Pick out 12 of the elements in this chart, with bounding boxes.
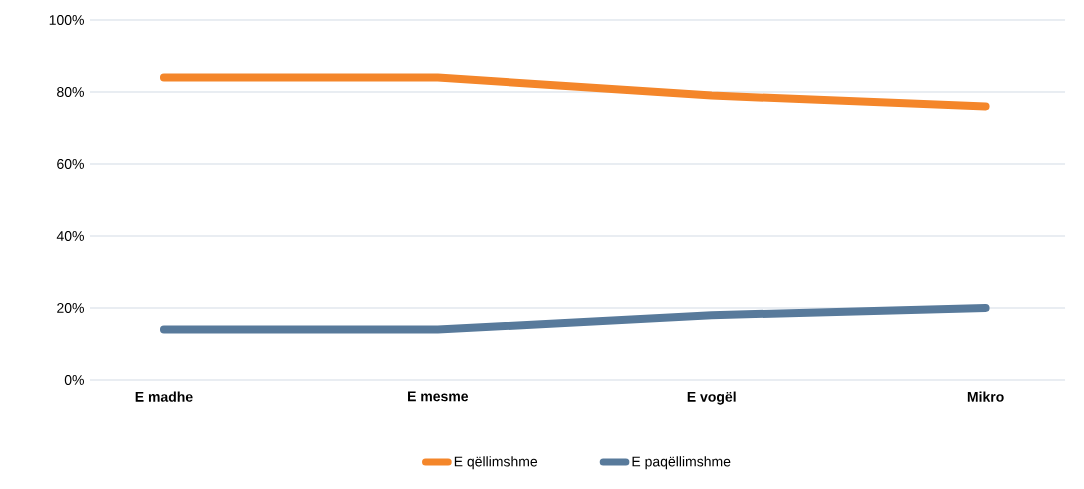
y-tick-label: 100% — [49, 15, 84, 25]
x-tick-label: Mikro — [967, 391, 1004, 402]
y-tick-label: 80% — [57, 87, 84, 97]
x-tick-label: E vogël — [687, 391, 736, 405]
legend-label: E paqëllimshme — [632, 456, 731, 470]
x-tick-label: E madhe — [135, 391, 193, 402]
y-tick-label: 60% — [57, 159, 84, 169]
x-tick-label: E mesme — [408, 391, 469, 402]
legend-label: E qëllimshme — [454, 456, 538, 470]
y-tick-label: 20% — [57, 303, 84, 313]
y-tick-label: 40% — [56, 231, 84, 241]
y-tick-label: 0% — [64, 375, 84, 385]
